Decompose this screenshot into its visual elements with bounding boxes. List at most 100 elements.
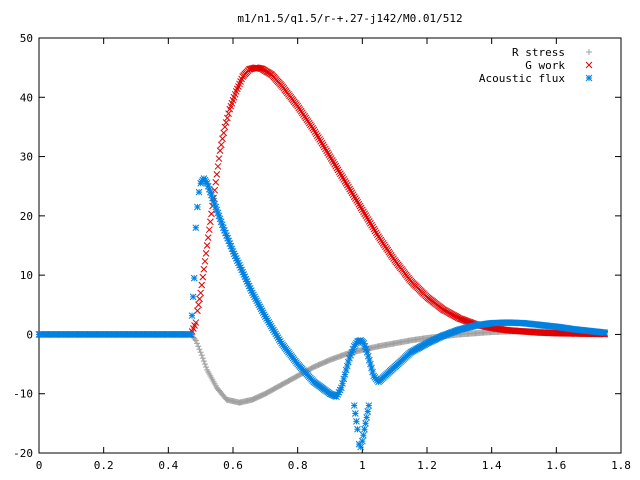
data-point <box>356 202 364 210</box>
data-point <box>362 212 370 219</box>
data-point <box>190 274 198 282</box>
y-tick-label: 30 <box>20 151 33 164</box>
data-point <box>199 273 207 281</box>
data-point <box>220 129 228 137</box>
data-point <box>204 234 212 241</box>
data-point <box>194 203 201 211</box>
y-tick-label: -10 <box>13 388 33 401</box>
data-point <box>192 337 199 344</box>
data-point <box>460 316 468 324</box>
data-point <box>194 340 201 347</box>
x-tick-label: 1.6 <box>546 459 566 472</box>
data-point <box>355 200 363 208</box>
legend-label: Acoustic flux <box>479 72 565 85</box>
data-point <box>343 362 351 370</box>
data-point <box>197 289 205 297</box>
data-point <box>337 384 345 392</box>
y-tick-label: 20 <box>20 210 33 223</box>
series-2 <box>35 175 609 401</box>
data-point <box>357 204 365 212</box>
data-point <box>363 348 371 356</box>
y-tick-label: 40 <box>20 91 33 104</box>
data-point <box>203 364 210 371</box>
x-tick-label: 1.4 <box>482 459 502 472</box>
data-point <box>365 402 373 409</box>
data-point <box>221 123 229 131</box>
data-point <box>192 319 200 326</box>
data-point <box>187 331 195 338</box>
data-point <box>352 195 359 202</box>
data-point <box>192 224 200 232</box>
data-point <box>372 229 380 237</box>
data-point <box>213 171 221 178</box>
data-point <box>200 358 207 365</box>
legend-label: G work <box>525 59 565 72</box>
data-point <box>365 356 373 364</box>
data-point <box>344 358 352 366</box>
x-tick-label: 0 <box>36 459 43 472</box>
data-point <box>363 414 370 421</box>
data-point <box>351 410 359 417</box>
data-point <box>222 119 230 126</box>
series-layer <box>35 64 609 451</box>
x-tick-label: 0.4 <box>158 459 178 472</box>
data-point <box>202 250 210 257</box>
x-tick-label: 1 <box>359 459 366 472</box>
data-point <box>601 329 609 337</box>
data-point <box>347 187 355 195</box>
data-point <box>208 210 215 218</box>
data-point <box>219 135 226 143</box>
data-point <box>195 343 202 350</box>
data-point <box>188 312 196 320</box>
data-point <box>361 210 368 218</box>
x-tick-label: 0.8 <box>288 459 308 472</box>
data-point <box>189 293 197 301</box>
data-point <box>357 443 365 451</box>
data-point <box>338 172 345 179</box>
data-point <box>325 151 333 159</box>
data-point <box>354 425 361 433</box>
data-point <box>195 301 202 309</box>
data-point <box>371 227 379 235</box>
data-point <box>358 437 366 445</box>
data-point <box>354 198 362 206</box>
data-point <box>195 188 203 196</box>
data-point <box>214 163 222 170</box>
data-point <box>310 126 318 134</box>
data-point <box>223 114 231 122</box>
data-point <box>341 177 349 185</box>
data-point <box>341 371 349 378</box>
legend-marker <box>586 49 592 55</box>
data-point <box>349 191 357 199</box>
data-point <box>318 139 326 147</box>
data-point <box>362 420 369 427</box>
data-point <box>340 375 348 383</box>
data-point <box>316 136 323 143</box>
data-point <box>196 346 203 353</box>
data-point <box>323 147 330 155</box>
data-point <box>367 219 374 227</box>
data-point <box>462 317 470 325</box>
data-point <box>458 315 465 323</box>
data-point <box>339 379 346 387</box>
data-point <box>332 162 340 170</box>
data-point <box>326 153 334 160</box>
data-point <box>194 307 201 315</box>
data-point <box>322 145 329 153</box>
data-point <box>205 226 213 234</box>
data-point <box>348 189 356 197</box>
data-point <box>197 349 204 356</box>
axis-ticks: 0 0.2 0.4 0.6 0.8 1 1.2 1.4 1.6 1.8 -20 -10 0 10 20 30 4… <box>13 32 631 472</box>
data-point <box>328 157 336 164</box>
data-point <box>363 214 371 221</box>
data-point <box>364 216 372 223</box>
x-tick-label: 1.8 <box>611 459 631 472</box>
data-point <box>455 315 463 322</box>
data-point <box>368 221 375 229</box>
data-point <box>339 174 347 181</box>
data-point <box>368 364 375 372</box>
data-point <box>364 352 372 360</box>
data-point <box>257 65 265 72</box>
data-point <box>459 316 467 324</box>
data-point <box>333 164 341 172</box>
